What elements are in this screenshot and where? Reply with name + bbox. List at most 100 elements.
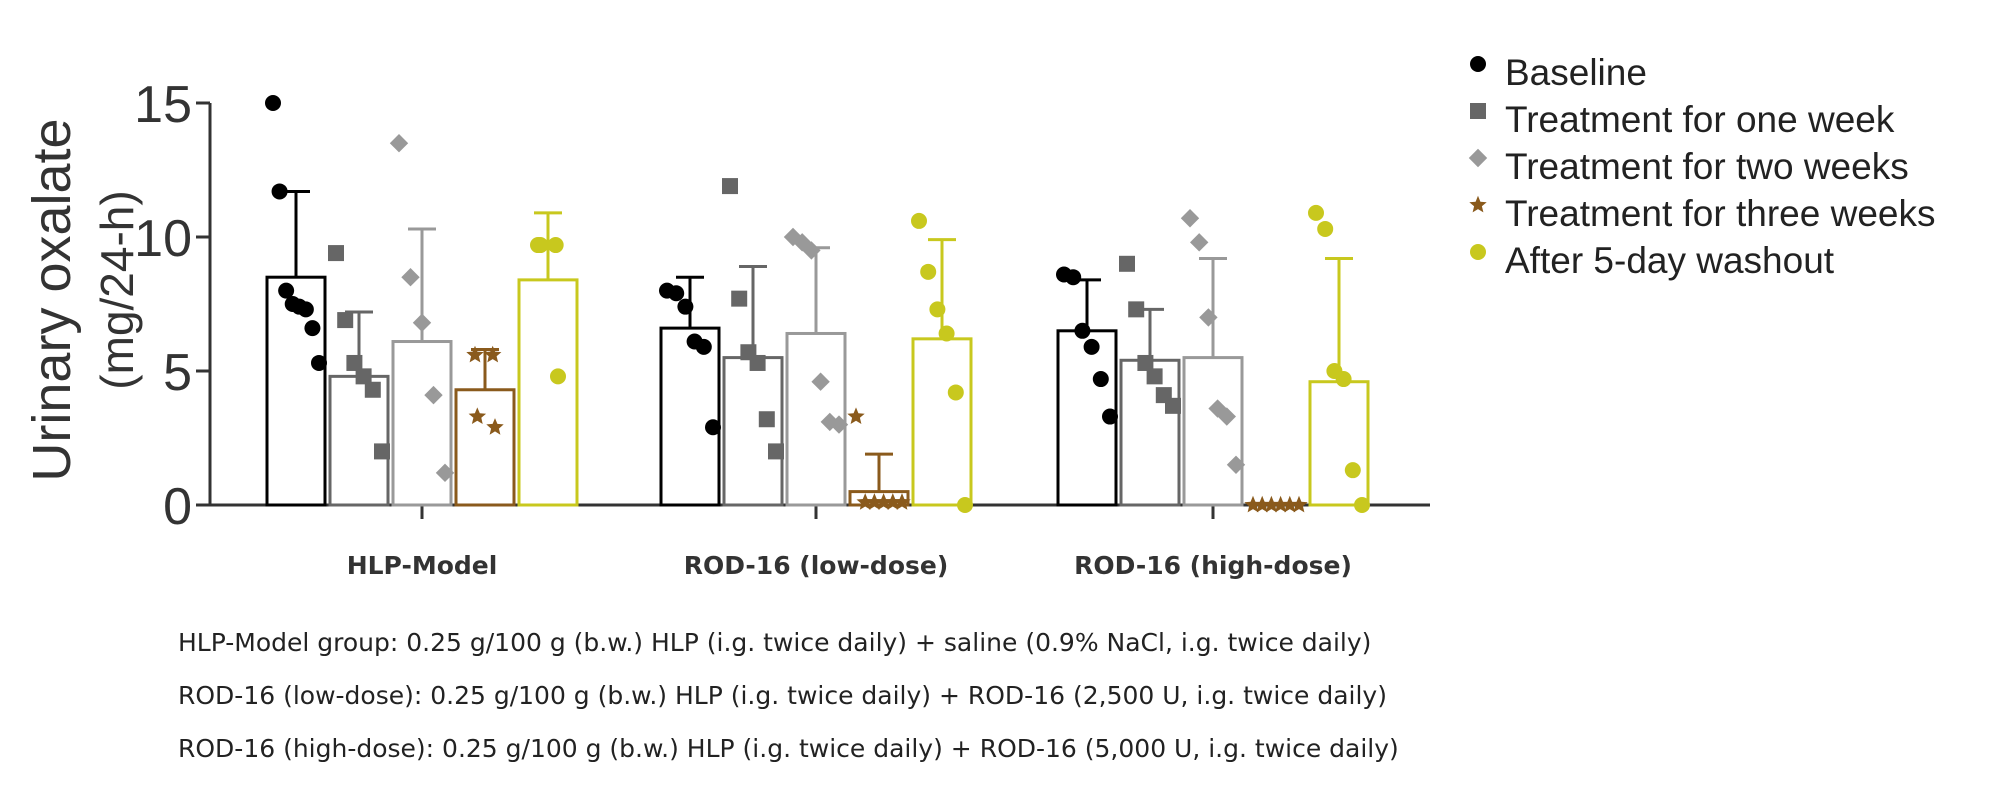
data-point (550, 368, 566, 385)
bars (265, 95, 1370, 513)
data-point (820, 412, 839, 432)
data-point (401, 268, 420, 287)
data-point (532, 237, 549, 254)
data-point (793, 233, 812, 252)
data-point (337, 312, 354, 329)
x-tick-label: HLP-Model (347, 551, 498, 580)
data-point (722, 178, 738, 195)
note-rod16-high-dose: ROD-16 (high-dose): 0.25 g/100 g (b.w.) … (178, 734, 1399, 763)
y-tick-label: 10 (134, 210, 192, 268)
data-point (1146, 368, 1163, 385)
data-point (1317, 220, 1334, 237)
data-point (1102, 408, 1118, 425)
data-point (1354, 497, 1370, 513)
data-point (920, 263, 937, 280)
data-point (346, 354, 363, 371)
bar (722, 356, 784, 507)
data-point (1271, 495, 1290, 513)
data-point (278, 282, 295, 299)
data-point (668, 285, 685, 302)
data-point (1180, 209, 1200, 228)
data-point (483, 345, 502, 363)
data-point (374, 443, 390, 460)
data-point (1083, 338, 1100, 355)
data-point (938, 325, 955, 342)
y-tick-label: 0 (163, 478, 192, 536)
data-point (1335, 371, 1352, 388)
bar (659, 326, 721, 507)
data-point (884, 493, 902, 510)
notes: HLP-Model group: 0.25 g/100 g (b.w.) HLP… (178, 628, 1399, 787)
data-point (1262, 495, 1281, 513)
y-axis-label: Urinary oxalate (mg/24-h) (22, 118, 143, 481)
legend-label: Treatment for three weeks (1505, 193, 1935, 234)
data-point (1253, 495, 1271, 513)
data-point (412, 313, 432, 332)
bar (911, 337, 973, 507)
data-point (1244, 495, 1262, 513)
y-tick-label: 5 (163, 344, 192, 402)
x-tick-label: ROD-16 (high-dose) (1074, 551, 1352, 580)
data-point (364, 381, 381, 398)
data-point (957, 497, 973, 513)
data-point (758, 411, 775, 428)
data-point (893, 493, 911, 510)
data-point (297, 301, 314, 318)
data-point (705, 419, 721, 436)
bar (517, 278, 579, 507)
y-axis-title: Urinary oxalate (22, 118, 82, 481)
data-point (389, 134, 409, 153)
data-point (847, 407, 865, 424)
data-point (355, 368, 372, 385)
data-point (271, 183, 288, 200)
data-point (695, 338, 712, 355)
data-point (435, 463, 455, 483)
bar (454, 388, 516, 507)
y-tick-label: 15 (134, 76, 192, 134)
data-point (466, 345, 484, 363)
data-point (856, 493, 874, 510)
legend-label: Treatment for one week (1505, 99, 1895, 140)
axes: 0 5 10 15 HLP-Model ROD-16 (low-dose) ROD-16 (… (134, 76, 1430, 580)
data-point (1290, 495, 1308, 513)
bar (391, 340, 453, 507)
legend-marker (1470, 56, 1486, 72)
legend-label: After 5-day washout (1505, 240, 1835, 281)
data-point (929, 301, 946, 318)
data-point (1226, 455, 1246, 474)
data-point (1137, 354, 1154, 371)
data-point (424, 385, 443, 405)
data-point (304, 320, 321, 337)
legend-marker (1469, 195, 1487, 213)
data-point (468, 407, 487, 424)
data-point (811, 372, 830, 391)
data-point (265, 95, 281, 111)
legend-marker (1470, 244, 1486, 260)
data-point (1208, 399, 1227, 418)
data-point (1092, 371, 1109, 388)
data-point (486, 418, 504, 435)
legend-label: Treatment for two weeks (1505, 146, 1909, 187)
data-point (328, 245, 344, 262)
data-point (1308, 204, 1324, 221)
legend-label: Baseline (1505, 52, 1647, 93)
data-point (911, 212, 927, 229)
data-point (1281, 495, 1299, 513)
data-point (547, 237, 564, 254)
note-rod16-low-dose: ROD-16 (low-dose): 0.25 g/100 g (b.w.) H… (178, 681, 1387, 710)
data-point (1190, 233, 1209, 252)
data-point (1074, 322, 1091, 339)
note-hlp-model: HLP-Model group: 0.25 g/100 g (b.w.) HLP… (178, 628, 1372, 657)
legend-marker (1470, 103, 1486, 119)
data-point (1199, 308, 1218, 327)
data-point (829, 415, 849, 434)
data-point (1217, 407, 1236, 426)
data-point (1119, 255, 1135, 272)
data-point (749, 354, 766, 371)
data-point (1344, 462, 1361, 479)
data-point (1165, 397, 1181, 414)
legend: Baseline Treatment for one week Treatment … (1468, 52, 1935, 281)
data-point (947, 384, 964, 401)
y-axis-unit: (mg/24-h) (91, 190, 143, 389)
